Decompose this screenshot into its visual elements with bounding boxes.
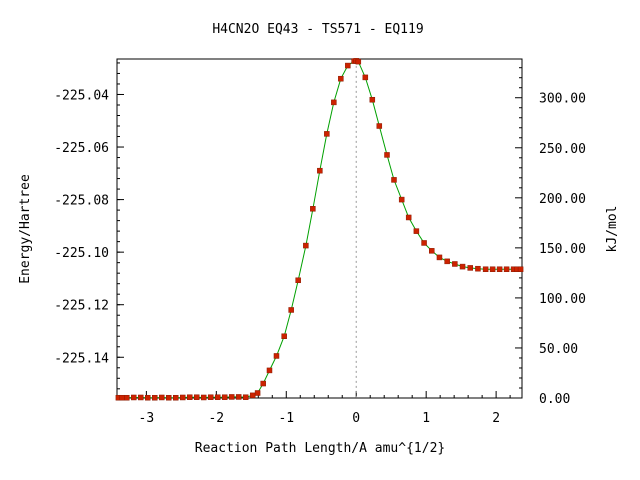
left-axis-ticks: -225.04 -225.06 -225.08 -225.10 -225.12 -225.…: [54, 62, 124, 390]
x-axis-label: Reaction Path Length/A amu^{1/2}: [195, 441, 445, 456]
energy-data-point: [214, 394, 221, 400]
energy-data-point: [405, 214, 412, 221]
y-tick-label: -225.08: [54, 194, 109, 209]
energy-data-point: [398, 196, 405, 203]
energy-data-point: [467, 265, 473, 271]
x-tick-label: -2: [208, 411, 224, 426]
energy-data-point: [124, 394, 130, 401]
energy-data-point: [376, 123, 383, 129]
y-axis-label: Energy/Hartree: [18, 174, 33, 284]
energy-data-point: [266, 367, 273, 374]
y2-axis-label: kJ/mol: [605, 206, 620, 253]
energy-data-point: [436, 254, 443, 261]
right-axis-ticks: 0.00 50.00 100.00 150.00 200.00 250.00 300.00: [515, 67, 586, 407]
energy-curve-line: [118, 60, 521, 399]
energy-data-point: [228, 394, 235, 400]
energy-data-point: [249, 392, 256, 399]
energy-data-point: [173, 394, 179, 401]
y-tick-label: -225.10: [54, 246, 109, 261]
energy-data-point: [235, 394, 242, 400]
energy-data-point: [145, 394, 151, 401]
energy-data-point: [159, 394, 165, 401]
energy-data-point: [429, 248, 435, 254]
y2-tick-label: 200.00: [539, 192, 586, 207]
y2-tick-label: 250.00: [539, 142, 586, 157]
energy-data-point: [193, 394, 200, 400]
energy-data-point: [331, 99, 337, 106]
x-tick-label: 0: [352, 411, 360, 426]
y2-tick-label: 100.00: [539, 292, 586, 307]
y2-tick-label: 0.00: [539, 392, 570, 407]
energy-data-point: [310, 206, 316, 212]
energy-data-point: [221, 394, 228, 400]
energy-data-point: [475, 265, 481, 272]
y2-tick-label: 300.00: [539, 92, 586, 107]
energy-data-point: [345, 62, 351, 69]
energy-data-point: [138, 394, 144, 401]
energy-data-point: [452, 261, 458, 267]
energy-data-point: [317, 167, 323, 174]
energy-data-point: [260, 380, 266, 387]
energy-data-point: [186, 394, 193, 400]
energy-data-point: [119, 394, 125, 401]
energy-data-point: [273, 353, 280, 359]
energy-data-points: [115, 58, 524, 401]
energy-data-point: [421, 240, 427, 246]
energy-data-point: [482, 266, 489, 272]
energy-data-point: [254, 390, 261, 396]
energy-data-point: [295, 277, 301, 284]
energy-data-point: [207, 394, 214, 400]
energy-data-point: [200, 394, 207, 401]
energy-data-point: [391, 177, 397, 183]
energy-data-point: [384, 152, 390, 158]
y2-tick-label: 50.00: [539, 342, 578, 357]
y-tick-label: -225.14: [54, 351, 109, 366]
energy-data-point: [369, 96, 376, 103]
plot-area-frame: [116, 58, 523, 399]
energy-data-point: [496, 266, 503, 272]
energy-data-point: [288, 307, 294, 313]
energy-data-point: [459, 263, 466, 270]
bottom-axis-ticks: -3 -2 -1 0 1 2: [117, 391, 511, 426]
x-tick-label: -1: [278, 411, 294, 426]
y2-tick-label: 150.00: [539, 242, 586, 257]
energy-data-point: [355, 58, 362, 65]
x-tick-label: 1: [422, 411, 430, 426]
x-tick-label: -3: [139, 411, 155, 426]
energy-data-point: [281, 333, 287, 339]
energy-data-point: [152, 394, 158, 401]
energy-data-point: [242, 394, 249, 400]
energy-data-point: [180, 394, 186, 401]
energy-data-point: [503, 266, 510, 272]
x-tick-label: 2: [492, 411, 500, 426]
energy-data-point: [338, 75, 344, 82]
energy-data-point: [303, 242, 309, 249]
y-tick-label: -225.12: [54, 299, 109, 314]
energy-data-point: [444, 258, 450, 265]
chart-title: H4CN2O EQ43 - TS571 - EQ119: [212, 22, 423, 37]
y-tick-label: -225.04: [54, 88, 109, 103]
energy-data-point: [131, 394, 137, 401]
y-tick-label: -225.06: [54, 141, 109, 156]
energy-data-point: [324, 131, 330, 137]
energy-data-point: [362, 74, 369, 81]
energy-data-point: [413, 228, 420, 234]
energy-data-point: [517, 266, 524, 272]
energy-data-point: [489, 266, 496, 272]
energy-data-point: [166, 394, 172, 401]
